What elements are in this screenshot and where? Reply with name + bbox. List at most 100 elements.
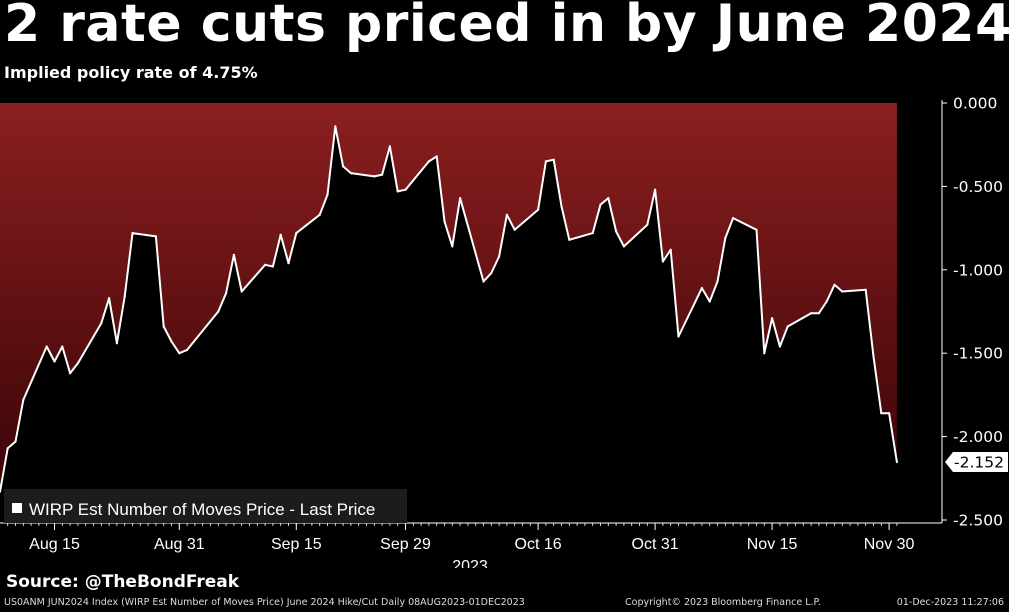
data-point <box>810 312 813 315</box>
data-point <box>170 340 173 343</box>
data-point <box>825 300 828 303</box>
y-tick-label: -2.000 <box>953 428 1003 446</box>
data-point <box>459 197 462 200</box>
data-point <box>708 300 711 303</box>
x-tick-label: Nov 15 <box>747 536 798 553</box>
data-point <box>342 165 345 168</box>
data-point <box>388 145 391 148</box>
data-point <box>162 325 165 328</box>
data-point <box>716 280 719 283</box>
x-tick-label: Nov 30 <box>864 536 915 553</box>
data-point <box>646 223 649 226</box>
data-point <box>69 372 72 375</box>
footer-timestamp: 01-Dec-2023 11:27:06 <box>896 597 1004 608</box>
data-point <box>76 362 79 365</box>
data-point <box>108 297 111 300</box>
data-point <box>895 460 899 464</box>
data-point <box>22 398 25 401</box>
chart-subtitle: Implied policy rate of 4.75% <box>4 63 258 82</box>
data-point <box>381 173 384 176</box>
data-point <box>622 245 626 248</box>
data-point <box>505 213 508 216</box>
data-point <box>225 292 228 295</box>
data-point <box>888 412 891 415</box>
data-point <box>724 237 727 240</box>
data-point <box>599 203 602 206</box>
data-point <box>53 360 56 363</box>
data-point <box>669 248 672 251</box>
data-point <box>279 233 282 236</box>
data-point <box>513 228 516 231</box>
y-tick-label: -1.500 <box>953 345 1003 363</box>
data-point <box>591 232 594 235</box>
data-point <box>607 197 610 200</box>
data-point <box>498 255 501 258</box>
data-point <box>763 352 766 355</box>
area-fill <box>0 103 897 492</box>
data-point <box>833 283 836 286</box>
data-point <box>334 125 337 128</box>
y-tick-label: -2.500 <box>953 512 1003 530</box>
data-point <box>14 440 17 443</box>
data-point <box>654 188 657 191</box>
x-tick-label: Aug 15 <box>29 536 80 553</box>
legend-label: WIRP Est Number of Moves Price - Last Pr… <box>29 500 375 519</box>
y-axis: 0.000 -0.500 -1.000 -1.500 -2.000 -2.500 -2.15… <box>941 95 1008 530</box>
data-point <box>732 217 735 220</box>
data-point <box>264 263 267 266</box>
data-point <box>271 265 274 268</box>
data-point <box>373 175 376 178</box>
data-point <box>880 412 883 415</box>
data-point <box>349 172 352 175</box>
data-point <box>404 188 407 191</box>
data-point <box>544 160 548 163</box>
legend: WIRP Est Number of Moves Price - Last Pr… <box>4 489 407 523</box>
data-point <box>482 280 485 283</box>
data-point <box>435 155 438 158</box>
x-tick-label: Sep 15 <box>271 536 322 553</box>
data-point <box>700 287 704 290</box>
line-chart: 0.000 -0.500 -1.000 -1.500 -2.000 -2.500 -2.15… <box>0 95 1008 568</box>
line-layer <box>0 125 899 493</box>
data-point <box>755 228 758 231</box>
data-point <box>872 355 875 358</box>
source-note: Source: @TheBondFreak <box>6 572 240 592</box>
x-tick-label: Aug 31 <box>154 536 205 553</box>
data-point <box>786 325 789 328</box>
y-tick-label: -1.000 <box>953 261 1003 279</box>
data-point <box>568 238 571 241</box>
data-point <box>560 205 563 208</box>
data-point <box>615 230 618 233</box>
data-point <box>661 260 665 263</box>
legend-swatch <box>12 503 22 513</box>
data-point <box>232 253 235 256</box>
last-value-badge <box>945 451 1008 472</box>
y-tick-label: 0.000 <box>953 95 997 113</box>
data-point <box>451 245 454 248</box>
chart-title: 2 rate cuts priced in by June 2024 <box>4 0 1009 54</box>
data-point <box>154 235 157 238</box>
data-point <box>396 190 399 193</box>
legend-box <box>4 489 407 523</box>
data-point <box>115 342 118 345</box>
data-point <box>123 295 126 298</box>
data-point <box>240 290 243 293</box>
data-point <box>6 447 9 450</box>
data-point <box>817 312 821 315</box>
data-point <box>552 158 555 161</box>
data-point <box>295 232 298 235</box>
data-point <box>287 262 290 265</box>
data-point <box>778 345 782 348</box>
data-point <box>100 322 103 325</box>
data-point <box>490 272 493 275</box>
data-point <box>326 193 329 196</box>
x-year-label: 2023 <box>452 558 488 568</box>
last-value-label: -2.152 <box>954 453 1004 471</box>
x-tick-label: Oct 31 <box>632 536 679 553</box>
data-point <box>217 310 220 313</box>
data-point <box>537 208 540 211</box>
x-axis: Aug 15 Aug 31 Sep 15 Sep 29 Oct 16 Oct 31 Nov … <box>0 522 942 568</box>
area-layer <box>0 103 897 492</box>
footer-description: US0ANM JUN2024 Index (WIRP Est Number of… <box>4 597 525 608</box>
x-tick-label: Sep 29 <box>380 536 431 553</box>
